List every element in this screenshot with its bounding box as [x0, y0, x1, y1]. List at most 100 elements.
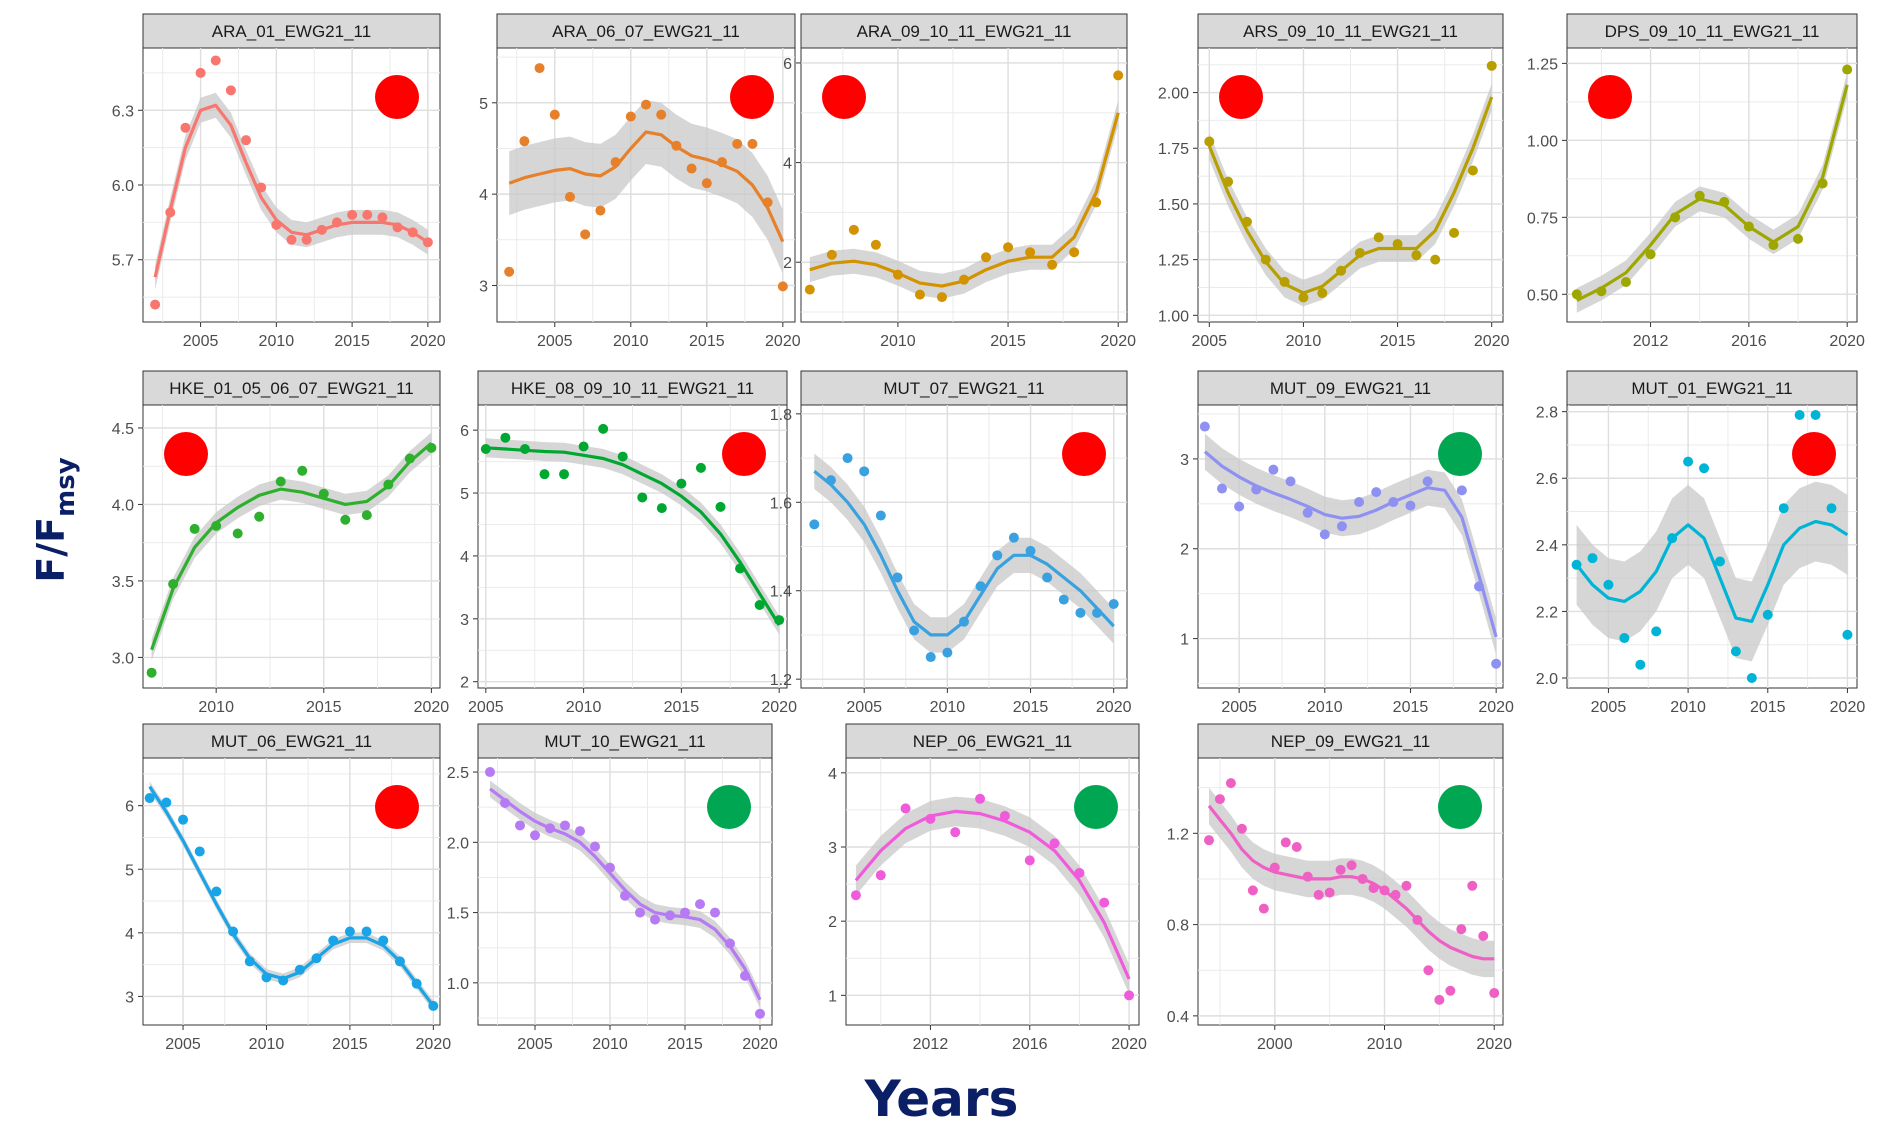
y-tick-label: 6.0 — [112, 178, 134, 195]
data-point — [1258, 903, 1269, 914]
x-tick-label: 2012 — [913, 1036, 949, 1053]
x-tick-label: 2020 — [1474, 333, 1510, 350]
panel-MUT_01_EWG21_11: MUT_01_EWG21_11 2005 2010 2015 2020 2.0 2.2 2.4… — [1536, 370, 1865, 716]
x-tick-label: 2020 — [765, 333, 801, 350]
data-point — [161, 797, 172, 808]
data-point — [275, 476, 286, 487]
data-point — [959, 274, 969, 285]
data-point — [1357, 873, 1368, 884]
data-point — [1225, 778, 1236, 789]
data-point — [340, 514, 351, 525]
confidence-band — [814, 453, 1114, 653]
confidence-band — [509, 100, 783, 274]
data-point — [859, 466, 870, 477]
data-point — [1842, 629, 1853, 640]
x-tick-label: 2005 — [165, 1036, 201, 1053]
data-point — [194, 846, 205, 857]
facet-strip — [800, 370, 1128, 406]
data-point — [549, 109, 560, 120]
facet-strip — [1566, 13, 1858, 49]
data-point — [347, 209, 358, 220]
data-point — [144, 793, 155, 804]
data-point — [656, 503, 667, 514]
data-point — [1379, 885, 1390, 896]
data-point — [1335, 864, 1346, 875]
data-point — [1445, 985, 1456, 996]
data-point — [428, 1000, 439, 1011]
data-point — [426, 442, 437, 453]
data-point — [641, 99, 651, 110]
y-tick-label: 1.50 — [1158, 197, 1189, 214]
y-tick-label: 1.0 — [447, 976, 469, 993]
data-point — [1411, 250, 1422, 261]
confidence-band — [855, 796, 1130, 994]
y-tick-label: 2 — [1180, 542, 1189, 559]
panel-NEP_06_EWG21_11: NEP_06_EWG21_11 2012 2016 2020 1 2 3 4 — [828, 723, 1147, 1053]
data-point — [311, 953, 322, 964]
data-point — [1371, 487, 1382, 498]
data-point — [635, 907, 645, 918]
data-point — [1324, 887, 1335, 898]
facet-strip — [1566, 370, 1858, 406]
data-point — [950, 827, 961, 838]
y-tick-label: 1.8 — [770, 407, 792, 424]
data-point — [1401, 880, 1412, 891]
data-point — [1619, 633, 1630, 644]
data-point — [1667, 533, 1678, 544]
data-point — [754, 599, 765, 610]
x-tick-label: 2015 — [1013, 699, 1049, 716]
smooth-line — [489, 787, 762, 1001]
data-point — [211, 886, 222, 897]
x-tick-label: 2000 — [1257, 1036, 1293, 1053]
data-point — [900, 803, 911, 814]
data-point — [244, 956, 255, 967]
y-tick-label: 1.2 — [1167, 826, 1189, 843]
y-tick-label: 1.75 — [1158, 141, 1189, 158]
facet-title: DPS_09_10_11_EWG21_11 — [1605, 22, 1820, 41]
x-tick-label: 2020 — [416, 1036, 452, 1053]
y-tick-label: 3.0 — [112, 650, 134, 667]
data-point — [225, 85, 236, 96]
y-tick-label: 0.4 — [1167, 1009, 1189, 1026]
data-point — [617, 451, 628, 462]
status-indicator-red — [822, 75, 866, 119]
y-axis-main-label-f: F — [29, 517, 73, 543]
confidence-band — [1576, 481, 1848, 662]
data-point — [1699, 463, 1710, 474]
data-point — [504, 266, 515, 277]
data-point — [256, 182, 267, 193]
panel-MUT_10_EWG21_11: MUT_10_EWG21_11 2005 2010 2015 2020 1.0 1.5 2.0… — [447, 723, 778, 1053]
data-point — [331, 217, 342, 228]
data-point — [178, 814, 189, 825]
panel-NEP_09_EWG21_11: NEP_09_EWG21_11 2000 2010 2020 0.4 0.8 1.2 — [1167, 723, 1512, 1053]
data-point — [228, 926, 239, 937]
data-point — [392, 222, 403, 233]
x-tick-label: 2015 — [334, 333, 370, 350]
x-tick-label: 2010 — [566, 699, 602, 716]
data-point — [1651, 626, 1662, 637]
y-axis-main-label: F/Fmsy — [22, 0, 82, 1132]
facet-title: HKE_08_09_10_11_EWG21_11 — [511, 379, 754, 398]
data-point — [411, 978, 422, 989]
facet-title: HKE_01_05_06_07_EWG21_11 — [169, 379, 413, 398]
data-point — [519, 444, 530, 455]
data-point — [850, 890, 861, 901]
data-point — [774, 615, 785, 626]
data-point — [1124, 990, 1135, 1001]
y-tick-label: 2.0 — [447, 835, 469, 852]
data-point — [595, 205, 606, 216]
y-tick-label: 6.3 — [112, 103, 134, 120]
data-point — [1390, 889, 1401, 900]
y-tick-label: 1 — [1180, 632, 1189, 649]
data-point — [695, 899, 705, 910]
data-point — [578, 441, 589, 452]
data-point — [500, 432, 511, 443]
y-axis-main-label-sub: msy — [51, 457, 81, 517]
data-point — [407, 227, 418, 238]
confidence-band — [1209, 787, 1495, 978]
data-point — [959, 616, 969, 627]
data-point — [826, 249, 837, 260]
data-point — [875, 870, 886, 881]
x-tick-label: 2015 — [1380, 333, 1416, 350]
